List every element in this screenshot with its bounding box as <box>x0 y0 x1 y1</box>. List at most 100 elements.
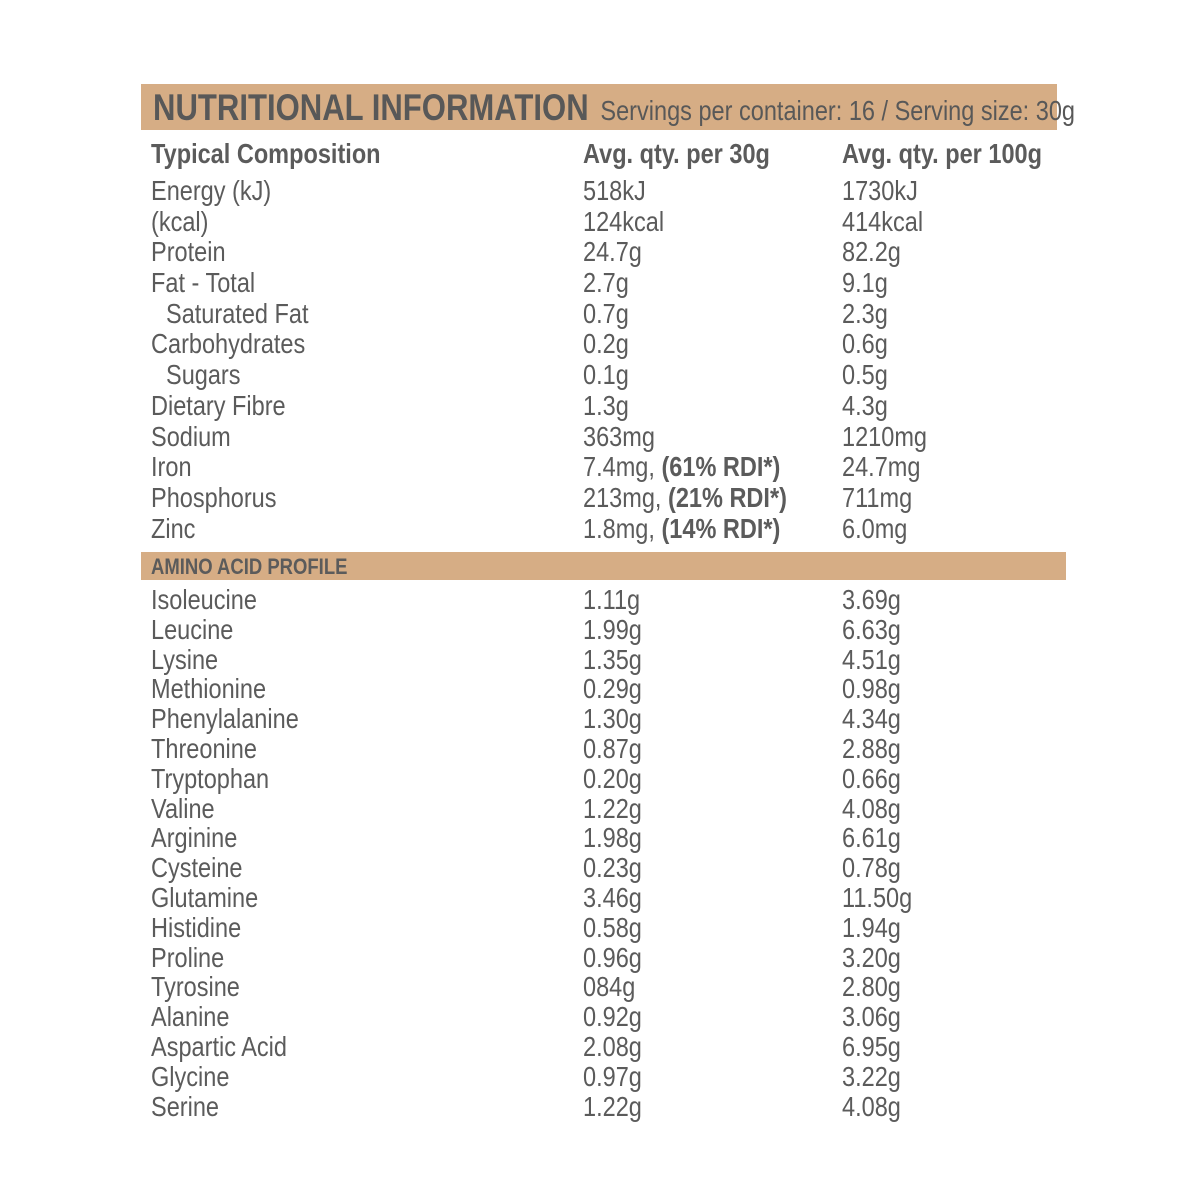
per-serving-value: 518kJ <box>583 175 646 206</box>
table-row: Proline 0.96g 3.20g <box>0 941 1200 973</box>
nutrient-name: Phosphorus <box>151 481 277 513</box>
per-100g-value: 6.63g <box>842 613 901 645</box>
per-serving-value: 1.98g <box>583 822 642 854</box>
per-100g-value: 82.2g <box>842 236 901 268</box>
nutrient-name: Iron <box>151 451 192 483</box>
amino-acid-name: Phenylalanine <box>151 703 299 735</box>
per-100g-value: 4.34g <box>842 703 901 735</box>
amino-acid-band: AMINO ACID PROFILE <box>141 552 1066 580</box>
per-serving-cell: 1.8mg, (14% RDI*) <box>583 512 780 545</box>
table-row: Carbohydrates 0.2g 0.6g <box>0 329 1200 360</box>
table-row: Energy (kJ) 518kJ 1730kJ <box>0 175 1200 207</box>
per-100g-value: 3.06g <box>842 1001 901 1033</box>
title-band: NUTRITIONAL INFORMATION Servings per cont… <box>141 84 1075 130</box>
per-100g-value: 4.3g <box>842 389 888 421</box>
nutrient-name: Zinc <box>151 512 196 544</box>
per-serving-value: 0.58g <box>583 911 642 943</box>
table-row: Fat - Total 2.7g 9.1g <box>0 267 1200 299</box>
table-row: Phenylalanine 1.30g 4.34g <box>0 704 1200 734</box>
nutrient-name: (kcal) <box>151 205 209 237</box>
per-100g-value: 414kcal <box>842 205 924 237</box>
per-100g-value: 0.98g <box>842 673 901 705</box>
per-serving-value: 0.92g <box>583 1001 642 1033</box>
per-100g-value: 24.7mg <box>842 451 921 483</box>
per-serving-cell: 124kcal <box>583 205 665 238</box>
per-serving-value: 0.7g <box>583 297 629 329</box>
nutrient-table: Energy (kJ) 518kJ 1730kJ (kcal) 124kcal 414kc… <box>0 175 1200 545</box>
per-serving-value: 1.99g <box>583 613 642 645</box>
per-serving-value: 0.87g <box>583 732 642 764</box>
per-serving-value: 124kcal <box>583 205 665 237</box>
amino-acid-table: Isoleucine 1.11g 3.69g Leucine 1.99g 6.63g Lys… <box>0 585 1200 1121</box>
per-100g-value: 4.08g <box>842 792 901 824</box>
amino-acid-name: Lysine <box>151 643 219 675</box>
per-serving-value: 2.08g <box>583 1030 642 1062</box>
per-serving-cell: 24.7g <box>583 237 642 268</box>
table-row: Tryptophan 0.20g 0.66g <box>0 762 1200 794</box>
per-serving-cell: 7.4mg, (61% RDI*) <box>583 451 780 483</box>
per-serving-value: 0.97g <box>583 1060 642 1092</box>
amino-acid-name: Tryptophan <box>151 762 270 794</box>
table-row: Aspartic Acid 2.08g 6.95g <box>0 1032 1200 1062</box>
table-row: Tyrosine 084g 2.80g <box>0 972 1200 1002</box>
amino-acid-name: Glutamine <box>151 881 259 913</box>
per-serving-value: 24.7g <box>583 236 642 268</box>
per-100g-value: 2.3g <box>842 297 888 329</box>
per-serving-cell: 518kJ <box>583 175 646 207</box>
per-serving-value: 084g <box>583 971 636 1003</box>
nutrient-name: Dietary Fibre <box>151 389 286 421</box>
per-serving-value: 0.23g <box>583 852 642 884</box>
per-serving-cell: 0.7g <box>583 297 629 330</box>
per-100g-value: 6.0mg <box>842 512 908 544</box>
table-row: Sodium 363mg 1210mg <box>0 420 1200 453</box>
per-100g-value: 0.66g <box>842 762 901 794</box>
amino-acid-title: AMINO ACID PROFILE <box>151 554 348 579</box>
per-serving-value: 1.3g <box>583 389 629 421</box>
per-serving-value: 0.2g <box>583 328 629 360</box>
per-100g-value: 3.22g <box>842 1060 901 1092</box>
per-serving-value: 0.96g <box>583 941 642 973</box>
amino-acid-name: Cysteine <box>151 852 243 884</box>
per-100g-value: 6.95g <box>842 1030 901 1062</box>
table-row: Zinc 1.8mg, (14% RDI*) 6.0mg <box>0 512 1200 545</box>
table-row: Isoleucine 1.11g 3.69g <box>0 585 1200 615</box>
per-100g-value: 0.6g <box>842 328 888 360</box>
nutrient-name: Protein <box>151 236 226 268</box>
per-serving-value: 7.4mg, <box>583 451 655 483</box>
per-serving-value: 363mg <box>583 420 655 452</box>
per-serving-value: 1.8mg, <box>583 512 655 544</box>
per-serving-cell: 0.2g <box>583 329 629 360</box>
page-title: NUTRITIONAL INFORMATION Servings per cont… <box>153 88 1075 131</box>
table-row: Protein 24.7g 82.2g <box>0 237 1200 268</box>
nutrient-name: Fat - Total <box>151 267 256 299</box>
table-row: Saturated Fat 0.7g 2.3g <box>0 297 1200 330</box>
table-row: Methionine 0.29g 0.98g <box>0 674 1200 704</box>
amino-acid-name: Glycine <box>151 1060 230 1092</box>
amino-acid-name: Alanine <box>151 1001 230 1033</box>
table-row: Leucine 1.99g 6.63g <box>0 613 1200 645</box>
table-row: Histidine 0.58g 1.94g <box>0 911 1200 943</box>
per-100g-value: 6.61g <box>842 822 901 854</box>
table-row: Threonine 0.87g 2.88g <box>0 734 1200 764</box>
column-header-per-serving: Avg. qty. per 30g <box>583 138 770 169</box>
per-serving-value: 3.46g <box>583 881 642 913</box>
table-row: Glutamine 3.46g 11.50g <box>0 883 1200 913</box>
per-serving-value: 1.22g <box>583 1090 642 1122</box>
table-row: (kcal) 124kcal 414kcal <box>0 205 1200 238</box>
table-row: Alanine 0.92g 3.06g <box>0 1002 1200 1032</box>
amino-acid-name: Leucine <box>151 613 234 645</box>
per-serving-value: 1.11g <box>583 584 641 615</box>
per-100g-value: 2.80g <box>842 971 901 1003</box>
amino-acid-name: Valine <box>151 792 215 824</box>
rdi-value: (21% RDI*) <box>667 481 787 513</box>
per-serving-value: 0.20g <box>583 762 642 794</box>
per-100g-value: 1.94g <box>842 911 901 943</box>
per-100g-value: 0.78g <box>842 852 901 884</box>
amino-acid-name: Threonine <box>151 732 257 764</box>
per-serving-cell: 1.3g <box>583 389 629 422</box>
per-100g-value: 2.88g <box>842 732 901 764</box>
per-100g-value: 1210mg <box>842 420 927 452</box>
amino-acid-name: Serine <box>151 1090 219 1122</box>
per-100g-value: 3.69g <box>842 584 901 615</box>
per-100g-value: 0.5g <box>842 359 888 391</box>
